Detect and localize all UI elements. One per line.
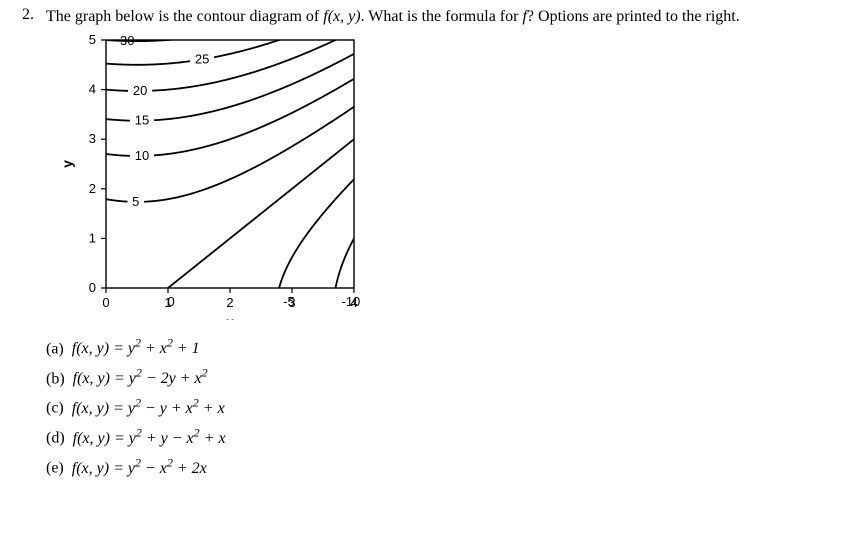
option-expr: f(x, y) = y2 − y + x2 + x bbox=[72, 400, 225, 417]
svg-text:4: 4 bbox=[350, 295, 357, 310]
svg-text:5: 5 bbox=[132, 193, 139, 208]
option-b: (b) f(x, y) = y2 − 2y + x2 bbox=[46, 364, 845, 392]
svg-text:20: 20 bbox=[133, 83, 147, 98]
svg-text:25: 25 bbox=[195, 51, 209, 66]
question-number: 2. bbox=[22, 6, 46, 24]
contour-svg: -10-505101520253001234012345xy bbox=[50, 32, 362, 320]
q-part1: The graph below is the contour diagram o… bbox=[46, 8, 323, 25]
option-key: (b) bbox=[46, 370, 73, 387]
svg-text:3: 3 bbox=[89, 131, 96, 146]
svg-text:15: 15 bbox=[135, 112, 149, 127]
options-list: (a) f(x, y) = y2 + x2 + 1(b) f(x, y) = y… bbox=[46, 334, 845, 482]
option-expr: f(x, y) = y2 − x2 + 2x bbox=[72, 460, 207, 477]
svg-text:1: 1 bbox=[164, 295, 171, 310]
option-expr: f(x, y) = y2 + x2 + 1 bbox=[72, 340, 200, 357]
svg-text:5: 5 bbox=[89, 32, 96, 47]
svg-text:4: 4 bbox=[89, 81, 96, 96]
q-part2: . What is the formula for bbox=[361, 8, 523, 25]
svg-text:1: 1 bbox=[89, 230, 96, 245]
svg-text:y: y bbox=[59, 159, 75, 167]
q-part3: ? Options are printed to the right. bbox=[527, 8, 740, 25]
svg-text:10: 10 bbox=[135, 147, 149, 162]
svg-text:x: x bbox=[226, 314, 234, 320]
option-key: (c) bbox=[46, 400, 72, 417]
contour-chart: -10-505101520253001234012345xy bbox=[50, 32, 845, 320]
question-text: The graph below is the contour diagram o… bbox=[46, 6, 845, 28]
option-key: (e) bbox=[46, 460, 72, 477]
svg-text:0: 0 bbox=[102, 295, 109, 310]
option-expr: f(x, y) = y2 + y − x2 + x bbox=[73, 430, 226, 447]
option-key: (d) bbox=[46, 430, 73, 447]
option-c: (c) f(x, y) = y2 − y + x2 + x bbox=[46, 393, 845, 421]
option-a: (a) f(x, y) = y2 + x2 + 1 bbox=[46, 334, 845, 362]
option-expr: f(x, y) = y2 − 2y + x2 bbox=[73, 370, 208, 387]
option-e: (e) f(x, y) = y2 − x2 + 2x bbox=[46, 453, 845, 481]
q-f-expr: f(x, y) bbox=[323, 8, 360, 25]
svg-text:0: 0 bbox=[89, 280, 96, 295]
svg-text:3: 3 bbox=[288, 295, 295, 310]
option-d: (d) f(x, y) = y2 + y − x2 + x bbox=[46, 423, 845, 451]
option-key: (a) bbox=[46, 340, 72, 357]
svg-text:2: 2 bbox=[226, 295, 233, 310]
svg-text:2: 2 bbox=[89, 180, 96, 195]
